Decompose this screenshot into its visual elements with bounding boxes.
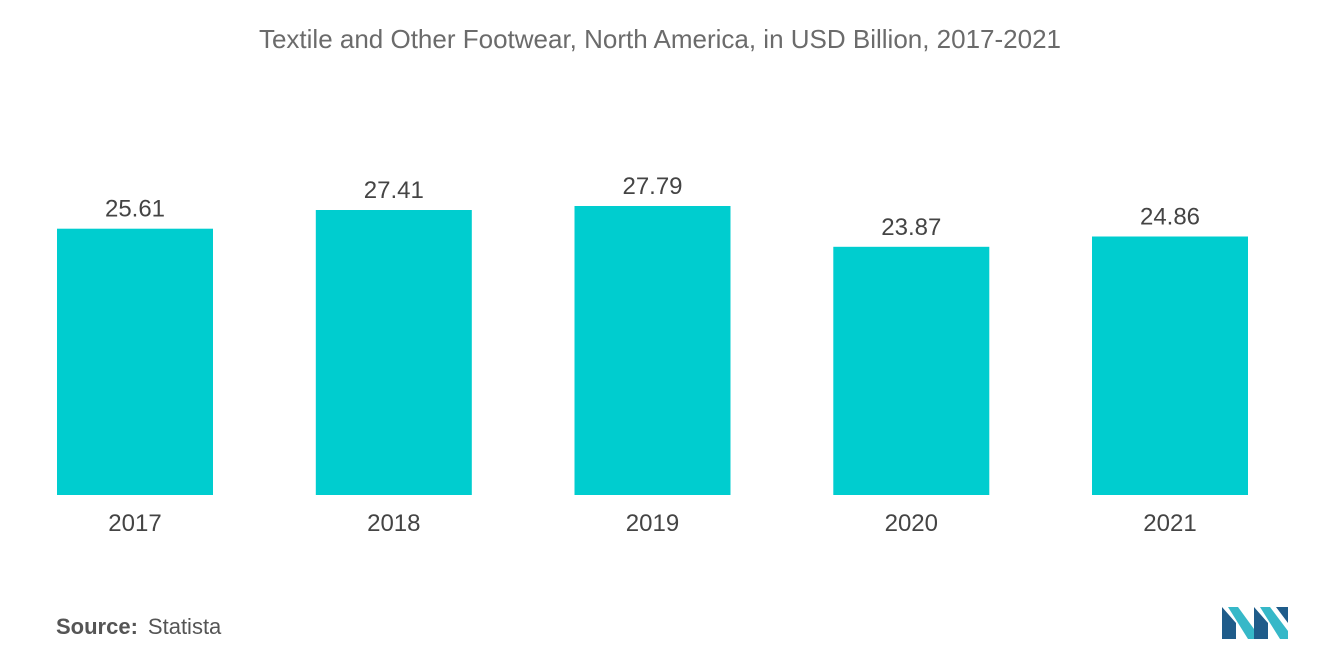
source-label: Source: — [56, 614, 138, 639]
bar-2019 — [574, 206, 731, 495]
value-labels-group: 25.61 27.41 27.79 23.87 24.86 — [105, 173, 1200, 241]
x-tick-label-2020: 2020 — [885, 510, 938, 537]
value-label-2019: 27.79 — [622, 173, 682, 200]
bar-2018 — [315, 210, 472, 495]
bar-2020 — [833, 246, 990, 495]
value-label-2020: 23.87 — [881, 214, 941, 241]
bar-2021 — [1092, 236, 1248, 495]
x-axis-tick-labels: 2017 2018 2019 2020 2021 — [108, 510, 1196, 537]
brand-logo-icon — [1222, 607, 1288, 639]
value-label-2017: 25.61 — [105, 196, 165, 223]
chart-title: Textile and Other Footwear, North Americ… — [258, 24, 1062, 54]
source-note: Source: Statista — [56, 614, 221, 640]
value-label-2021: 24.86 — [1140, 204, 1200, 231]
x-tick-label-2017: 2017 — [108, 510, 161, 537]
bars-group — [57, 206, 1248, 495]
x-tick-label-2019: 2019 — [626, 510, 679, 537]
bar-2017 — [57, 228, 213, 495]
x-tick-label-2018: 2018 — [367, 510, 420, 537]
x-tick-label-2021: 2021 — [1143, 510, 1196, 537]
source-value: Statista — [147, 614, 222, 639]
value-label-2018: 27.41 — [364, 177, 424, 204]
